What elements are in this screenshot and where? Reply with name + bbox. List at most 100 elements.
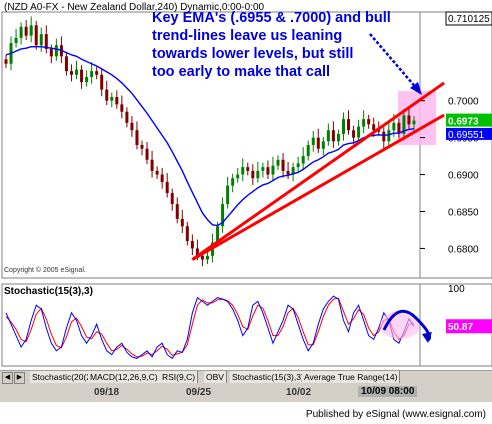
chart-title: (NZD A0-FX - New Zealand Dollar,240) Dyn…: [4, 2, 265, 13]
candle-body: [352, 130, 356, 138]
candle-body: [331, 130, 335, 142]
candle-body: [95, 71, 99, 75]
price-tick-label: 0.6850: [448, 208, 479, 219]
candle-body: [195, 248, 199, 256]
candle-body: [311, 137, 315, 145]
candle-body: [150, 159, 154, 171]
candle-body: [100, 74, 104, 90]
candle-body: [321, 141, 325, 149]
price-plot-frame: [1, 11, 421, 279]
candle-body: [271, 165, 275, 175]
tab-prev-arrow-icon[interactable]: ◀: [2, 372, 13, 384]
candle-body: [407, 115, 411, 125]
cursor-date-label: 10/09 08:00: [358, 386, 418, 397]
candle-body: [155, 170, 159, 175]
date-tick: 09/25: [186, 387, 212, 398]
tab-obv[interactable]: OBV: [204, 371, 227, 383]
date-axis: 09/18 09/25 10/02 10/09 08:00: [0, 384, 492, 402]
tab-macd-12-26-9-c[interactable]: MACD(12,26,9,C): [88, 371, 161, 383]
candle-body: [64, 56, 68, 72]
candle-body: [231, 178, 235, 186]
candle-body: [80, 69, 84, 83]
candle-body: [296, 163, 300, 168]
candle-body: [357, 126, 361, 138]
candle-body: [165, 181, 169, 194]
stochastic-k-line: [5, 295, 415, 360]
top-price-box: [445, 11, 492, 26]
candle-body: [49, 48, 53, 57]
candle-body: [190, 241, 194, 249]
candle-body: [387, 130, 391, 142]
candle-body: [281, 159, 285, 171]
candle-body: [367, 119, 371, 125]
candle-body: [54, 45, 58, 57]
tab-average-true-range-14[interactable]: Average True Range(14): [302, 371, 401, 383]
last-price-label: 0.6973: [448, 117, 479, 128]
candle-body: [397, 122, 401, 134]
stochastic-top-tick: 100: [448, 284, 465, 295]
last-price-box: [446, 113, 492, 127]
candle-body: [336, 133, 340, 142]
candle-body: [19, 26, 23, 38]
candle-body: [326, 130, 330, 142]
candle-body: [251, 170, 255, 179]
tab-next-arrow-icon[interactable]: ▶: [14, 372, 25, 384]
candle-body: [402, 115, 406, 134]
candle-body: [306, 145, 310, 157]
candle-body: [200, 255, 204, 260]
candle-body: [241, 167, 245, 175]
annotation-line: too early to make that call: [152, 64, 330, 80]
annotation-arrow-head: [410, 82, 422, 95]
candle-body: [392, 122, 396, 131]
candle-body: [125, 111, 129, 123]
candle-body: [39, 34, 43, 46]
tab-rsi-9-c[interactable]: RSI(9,C): [160, 371, 199, 383]
candle-body: [412, 120, 416, 125]
candle-body: [69, 71, 73, 75]
candle-body: [160, 174, 164, 182]
candle-body: [105, 89, 109, 101]
candle-body: [120, 104, 124, 112]
candle-body: [170, 193, 174, 205]
trendline: [191, 81, 445, 261]
candle-body: [175, 204, 179, 219]
ema-value-label: 0.69551: [448, 130, 485, 141]
candle-body: [216, 226, 220, 243]
candle-body: [85, 77, 89, 83]
candle-body: [236, 174, 240, 179]
candle-body: [246, 167, 250, 171]
copyright-label: Copyright © 2005 eSignal.: [4, 266, 86, 274]
stochastic-value-label: 50.87: [448, 322, 473, 333]
candle-body: [301, 156, 305, 164]
trendline: [191, 113, 445, 261]
candle-body: [145, 148, 149, 160]
ema-line: [5, 46, 415, 227]
candle-body: [226, 185, 230, 205]
candle-body: [377, 130, 381, 132]
candle-body: [135, 130, 139, 145]
tab-stochastic-15-3-3[interactable]: Stochastic(15(3),3): [230, 371, 307, 383]
candle-body: [115, 96, 119, 105]
candle-body: [276, 159, 280, 166]
candle-body: [24, 26, 28, 36]
date-tick: 10/02: [286, 387, 312, 398]
candle-body: [4, 59, 8, 64]
candle-body: [362, 119, 366, 127]
candle-body: [256, 170, 260, 179]
candle-body: [205, 255, 209, 260]
annotation-arrow: [369, 33, 419, 91]
annotation-text: Key EMA's (.6955 & .7000) and bull trend-…: [152, 10, 391, 80]
candle-body: [34, 25, 38, 46]
top-price-label: 0.710125: [448, 14, 490, 25]
candle-body: [261, 167, 265, 171]
annotation-line: trend-lines leave us leaning: [152, 28, 342, 44]
stochastic-arrow-head: [422, 332, 432, 343]
price-tick-label: 0.6900: [448, 171, 479, 182]
candle-body: [185, 226, 189, 242]
candle-body: [130, 122, 134, 131]
candle-body: [140, 145, 144, 149]
candle-body: [382, 131, 386, 142]
annotation-line: Key EMA's (.6955 & .7000) and bull: [152, 10, 391, 26]
